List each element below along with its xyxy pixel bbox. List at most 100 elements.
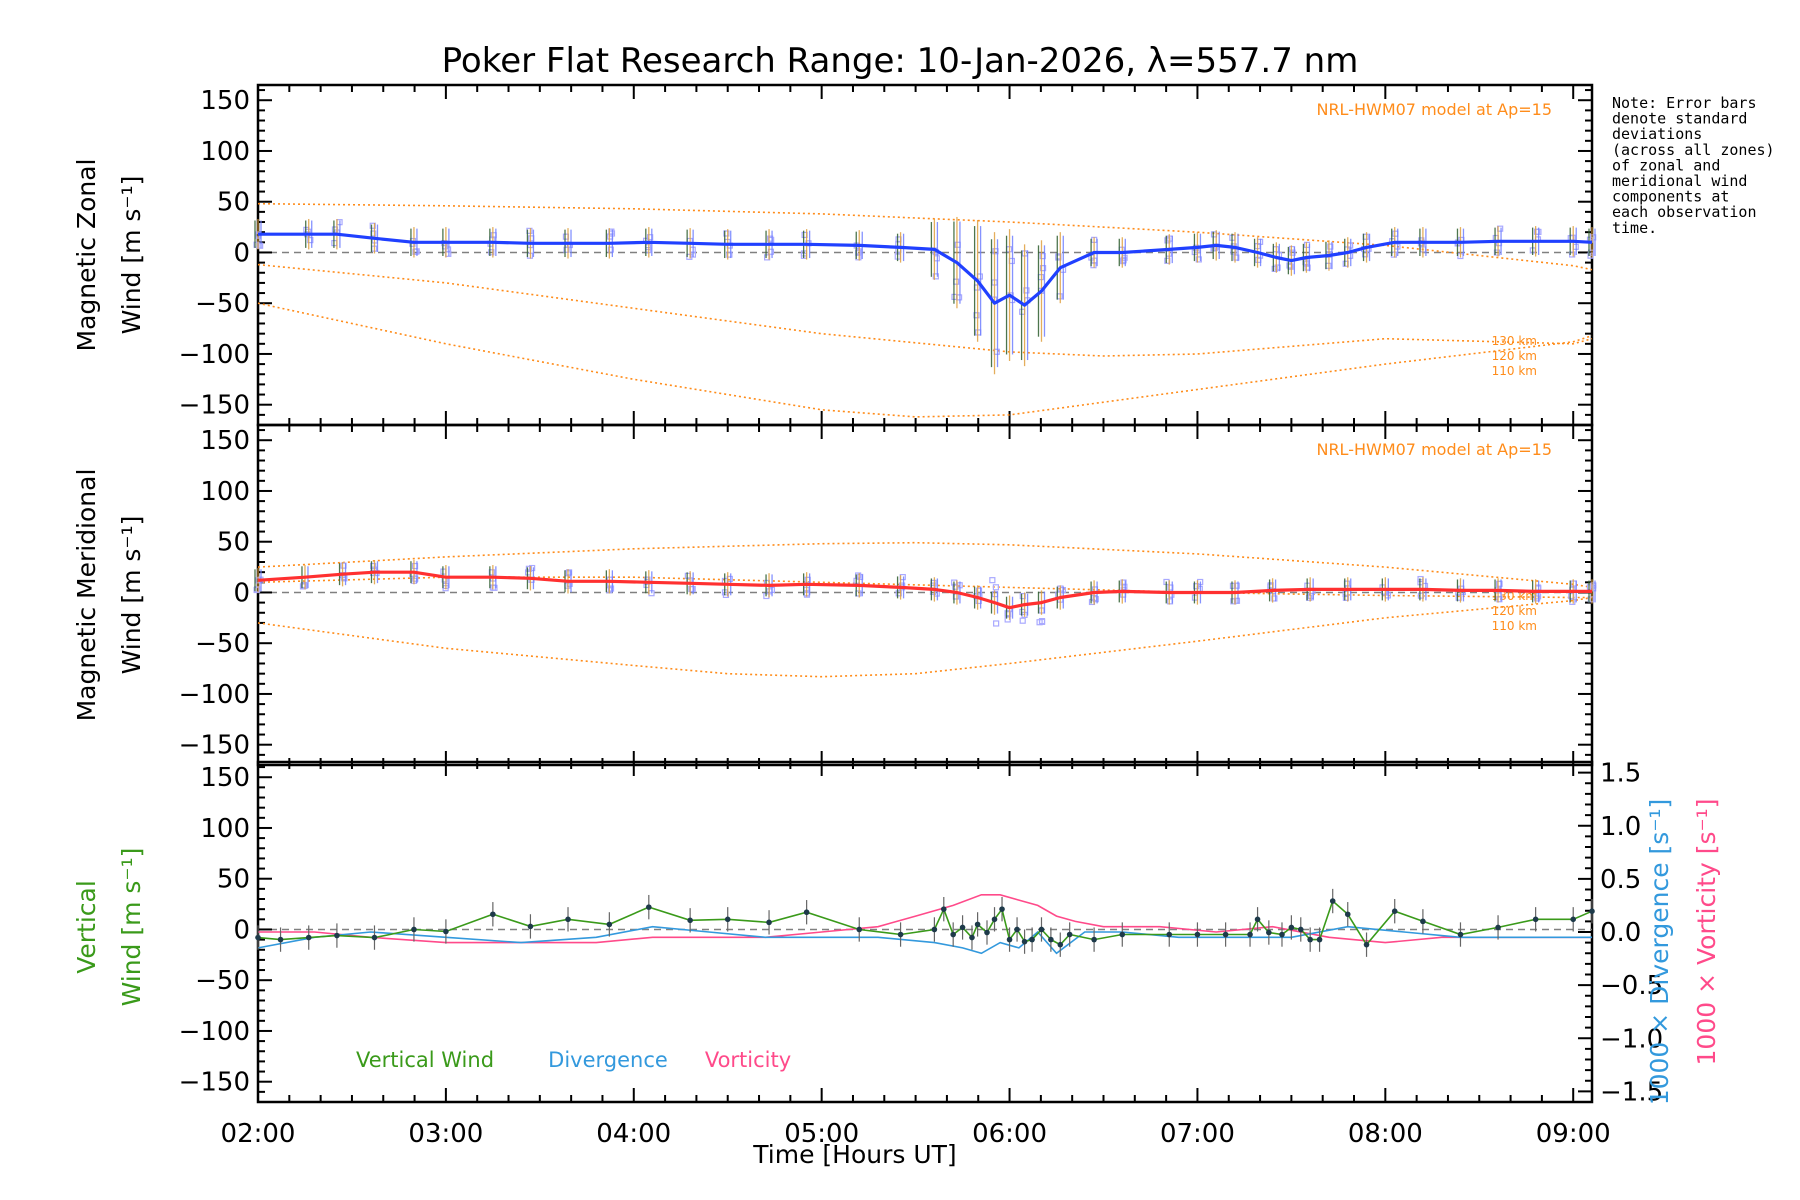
vertical-wind-point (1166, 931, 1173, 938)
vertical-wind-point (803, 909, 810, 916)
y-tick-label: 0 (233, 578, 250, 608)
vertical-wind-point (334, 932, 340, 939)
zone-point (1274, 264, 1281, 271)
vertical-wind-point (1532, 916, 1539, 923)
vertical-wind-point (255, 934, 261, 941)
y-axis-label: Wind [m s⁻¹] (117, 516, 146, 675)
zone-point (1230, 598, 1237, 605)
zone-point (975, 587, 983, 594)
zone-point (1039, 265, 1047, 272)
zone-point (1195, 256, 1202, 263)
model-curve-130km (257, 202, 1593, 271)
vertical-wind-point (724, 916, 731, 923)
vertical-wind-point (1570, 916, 1577, 923)
vertical-wind-point (1420, 918, 1426, 925)
model-level-label: 110 km (1492, 619, 1537, 633)
model-curve-130km (257, 541, 1593, 589)
y2-tick-label: −1.5 (1600, 1077, 1663, 1107)
zone-point (369, 222, 376, 229)
zone-point (1496, 596, 1503, 603)
legend-entry: Vertical Wind (356, 1048, 494, 1072)
vertical-wind-point (1391, 908, 1398, 914)
vertical-wind-point (1006, 936, 1013, 943)
series-line-vorticity (258, 893, 1592, 944)
vertical-wind-point (1119, 931, 1126, 938)
model-curve-110km (257, 596, 1593, 678)
zone-point (253, 241, 260, 248)
vertical-wind-point (897, 931, 904, 938)
zone-point (1233, 254, 1240, 261)
zone-point (1233, 582, 1240, 589)
zone-point (1533, 595, 1541, 602)
vertical-wind-point (1266, 929, 1272, 936)
vertical-wind-point (1307, 936, 1313, 943)
x-tick-label: 06:00 (972, 1119, 1047, 1149)
x-tick-label: 08:00 (1348, 1119, 1423, 1149)
zone-point (529, 564, 536, 572)
zone-point (563, 246, 570, 253)
x-tick-label: 07:00 (1160, 1119, 1235, 1149)
zone-point (607, 246, 614, 253)
zone-point (1019, 617, 1026, 624)
model-label: NRL-HWM07 model at Ap=15 (1316, 440, 1552, 459)
note-line: each observation (1612, 203, 1757, 221)
series-line-zonal (258, 232, 1593, 307)
note-line: (across all zones) (1612, 141, 1775, 159)
model-level-label: 120 km (1492, 604, 1537, 618)
note-line: meridional wind (1612, 172, 1747, 190)
y2-tick-label: 1.5 (1600, 759, 1641, 789)
plot-frame (256, 423, 1594, 767)
y-tick-label: 150 (200, 86, 250, 116)
vertical-wind-point (969, 934, 975, 941)
zone-point (993, 620, 1000, 627)
y-axis-label: Magnetic Zonal (72, 159, 101, 352)
y-tick-label: 150 (200, 426, 250, 456)
chart-title: Poker Flat Research Range: 10-Jan-2026, … (442, 41, 1359, 81)
y2-tick-label: 0.0 (1600, 918, 1641, 948)
y-tick-label: −50 (195, 966, 250, 996)
vertical-wind-point (371, 934, 378, 941)
y2-axis-label-vorticity: 1000 × Vorticity [s⁻¹] (1692, 799, 1721, 1066)
x-tick-label: 03:00 (408, 1119, 483, 1149)
x-tick-label: 02:00 (221, 1119, 296, 1149)
zone-point (1590, 582, 1597, 589)
y-axis-label: Wind [m s⁻¹] (117, 176, 146, 335)
zone-point (491, 584, 498, 591)
vertical-wind-point (1288, 924, 1295, 931)
model-label: NRL-HWM07 model at Ap=15 (1316, 100, 1552, 119)
y2-tick-label: −0.5 (1600, 971, 1663, 1001)
vertical-wind-point (1363, 941, 1370, 948)
zone-point (1590, 234, 1597, 241)
vertical-wind-point (1247, 931, 1253, 938)
vertical-wind-point (527, 923, 534, 930)
vertical-wind-point (1021, 938, 1028, 945)
y-tick-label: 50 (217, 188, 250, 218)
vertical-wind-point (1316, 936, 1323, 943)
y-tick-label: 0 (233, 238, 250, 268)
vertical-wind-point (277, 936, 284, 943)
zone-point (412, 248, 419, 255)
vertical-wind-point (490, 911, 496, 918)
vertical-wind-point (1091, 936, 1097, 943)
zone-point (370, 562, 377, 570)
zone-point (1342, 594, 1350, 601)
vertical-wind-point (1014, 926, 1020, 933)
vertical-wind-point (646, 904, 652, 910)
note-line: of zonal and (1612, 156, 1720, 174)
zone-point (1019, 592, 1026, 600)
vertical-wind-point (1038, 926, 1045, 933)
x-tick-label: 09:00 (1536, 1119, 1611, 1149)
vertical-wind-point (1329, 898, 1336, 904)
zone-point (1327, 243, 1334, 250)
model-level-label: 120 km (1492, 349, 1537, 363)
vertical-wind-point (1029, 936, 1035, 943)
y-tick-label: 50 (217, 865, 250, 895)
zone-point (1271, 595, 1278, 602)
vertical-wind-point (1048, 936, 1054, 943)
vertical-wind-point (974, 921, 981, 928)
note-line: Note: Error bars (1612, 94, 1757, 112)
legend-entry: Vorticity (705, 1048, 791, 1072)
vertical-wind-point (1066, 931, 1073, 938)
zone-point (1455, 594, 1462, 601)
x-tick-label: 05:00 (784, 1119, 859, 1149)
